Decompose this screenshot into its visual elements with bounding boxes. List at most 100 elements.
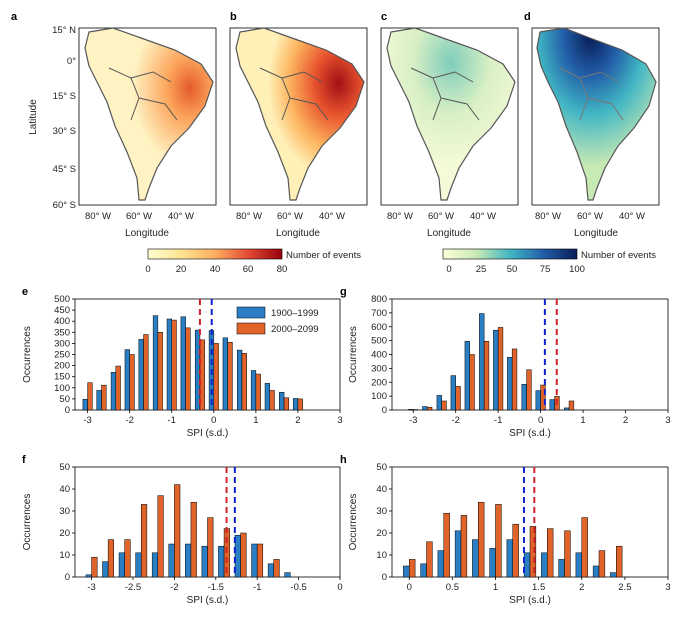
x-tick-label: -2 [125, 415, 133, 426]
bar-series2 [409, 559, 416, 578]
histogram-e: e-3 -2 -1 0 1 2 305010015020025030035040045050… [22, 286, 343, 439]
continent-shape [84, 27, 214, 201]
x-tick-label: 1 [580, 415, 585, 426]
bar-series1 [437, 550, 445, 578]
panel-label-g: g [340, 286, 347, 298]
y-tick-label: 450 [54, 305, 70, 316]
bar-series2 [469, 354, 475, 411]
bar-series1 [521, 384, 527, 411]
y-axis-label: Occurrences [22, 326, 33, 383]
legend-swatch [236, 306, 266, 319]
lat-tick: 15° N [52, 25, 76, 36]
lat-tick: 60° S [53, 200, 76, 211]
country-borders [410, 67, 480, 121]
country-borders [259, 67, 329, 121]
bar-series2 [87, 382, 93, 411]
y-tick-label: 700 [371, 308, 387, 319]
lon-tick: 60° W [277, 211, 303, 222]
bar-series2 [240, 532, 247, 578]
x-axis-label: SPI (s.d.) [187, 595, 229, 606]
lon-tick: 40° W [319, 211, 345, 222]
y-tick-label: 50 [59, 462, 70, 473]
x-tick-label: 1.5 [532, 582, 545, 593]
colorbar-tick: 0 [446, 264, 451, 275]
x-tick-label: -0.5 [290, 582, 306, 593]
bar-series1 [436, 395, 442, 411]
y-tick-label: 300 [371, 363, 387, 374]
legend-label: 1900–1999 [271, 308, 319, 319]
y-tick-label: 500 [54, 294, 70, 305]
bar-series2 [547, 528, 554, 578]
y-tick-label: 350 [54, 327, 70, 338]
colorbar-swatch [147, 248, 283, 260]
bar-series2 [512, 523, 519, 578]
histogram-g: g -3 -2 -1 0 1 2 3 0 100 200 300 400 500 600 700 800 SPI … [340, 286, 671, 439]
bar-series2 [207, 517, 214, 578]
lon-tick: 40° W [470, 211, 496, 222]
bar-series2 [269, 390, 275, 411]
bar-series1 [403, 565, 410, 578]
colorbar-swatch [442, 248, 578, 260]
bar-series2 [129, 354, 135, 411]
panel-label-h: h [340, 454, 347, 466]
bar-series1 [454, 530, 462, 578]
y-axis-label: Occurrences [348, 326, 359, 383]
bar-series1 [185, 543, 192, 578]
y-tick-label: 100 [371, 391, 387, 402]
bar-series1 [592, 565, 600, 578]
bar-series2 [455, 386, 461, 411]
y-tick-label: 20 [59, 528, 70, 539]
bar-series1 [168, 543, 175, 578]
y-tick-label: 200 [371, 377, 387, 388]
y-tick-label: 150 [54, 372, 70, 383]
x-tick-label: 0.5 [446, 582, 459, 593]
y-tick-label: 0 [65, 572, 70, 583]
x-tick-label: 0 [538, 415, 543, 426]
bar-series1 [610, 572, 617, 578]
bar-series2 [511, 348, 518, 411]
lon-tick: 80° W [535, 211, 561, 222]
map-panel-d: d [524, 11, 660, 206]
y-axis-label: Occurrences [22, 494, 33, 551]
bar-series2 [141, 504, 148, 578]
bar-series2 [495, 504, 502, 578]
bar-series1 [564, 407, 570, 411]
lon-tick: 40° W [168, 211, 194, 222]
x-tick-label: 3 [665, 415, 670, 426]
bar-series1 [472, 539, 479, 578]
lat-tick: 15° S [53, 91, 76, 102]
x-tick-label: -2.5 [125, 582, 141, 593]
map-xlabel: Longitude [574, 228, 618, 239]
bar-series1 [284, 572, 291, 578]
y-tick-label: 100 [54, 383, 70, 394]
bar-series1 [489, 548, 496, 578]
bar-series2 [143, 334, 149, 411]
map-ylabel: Latitude [28, 99, 39, 135]
lon-tick: 60° W [126, 211, 152, 222]
x-axis-label: SPI (s.d.) [509, 428, 551, 439]
lon-axis-a: 80° W 60° W 40° W Longitude [85, 211, 194, 239]
bar-series2 [190, 501, 197, 578]
bar-series1 [506, 539, 514, 578]
x-tick-label: -2 [451, 415, 459, 426]
country-borders [108, 67, 178, 121]
colorbar-label: Number of events [286, 250, 361, 261]
lon-axis-d: 80° W 60° W 40° W Longitude [535, 211, 645, 239]
x-tick-label: 0 [407, 582, 412, 593]
bar-series2 [213, 343, 219, 411]
bar-series1 [535, 390, 541, 411]
panel-label-e: e [22, 286, 28, 298]
bar-series2 [171, 319, 177, 411]
bar-series1 [292, 398, 299, 411]
bar-series2 [581, 517, 588, 578]
colorbar-tick: 80 [277, 264, 288, 275]
bar-series1 [479, 313, 485, 411]
panel-label-c: c [381, 11, 387, 23]
x-tick-label: -3 [83, 415, 91, 426]
x-tick-label: -3 [409, 415, 417, 426]
x-tick-label: 2 [295, 415, 300, 426]
lat-tick: 0° [67, 56, 76, 67]
y-tick-label: 250 [54, 350, 70, 361]
y-tick-label: 0 [382, 405, 387, 416]
